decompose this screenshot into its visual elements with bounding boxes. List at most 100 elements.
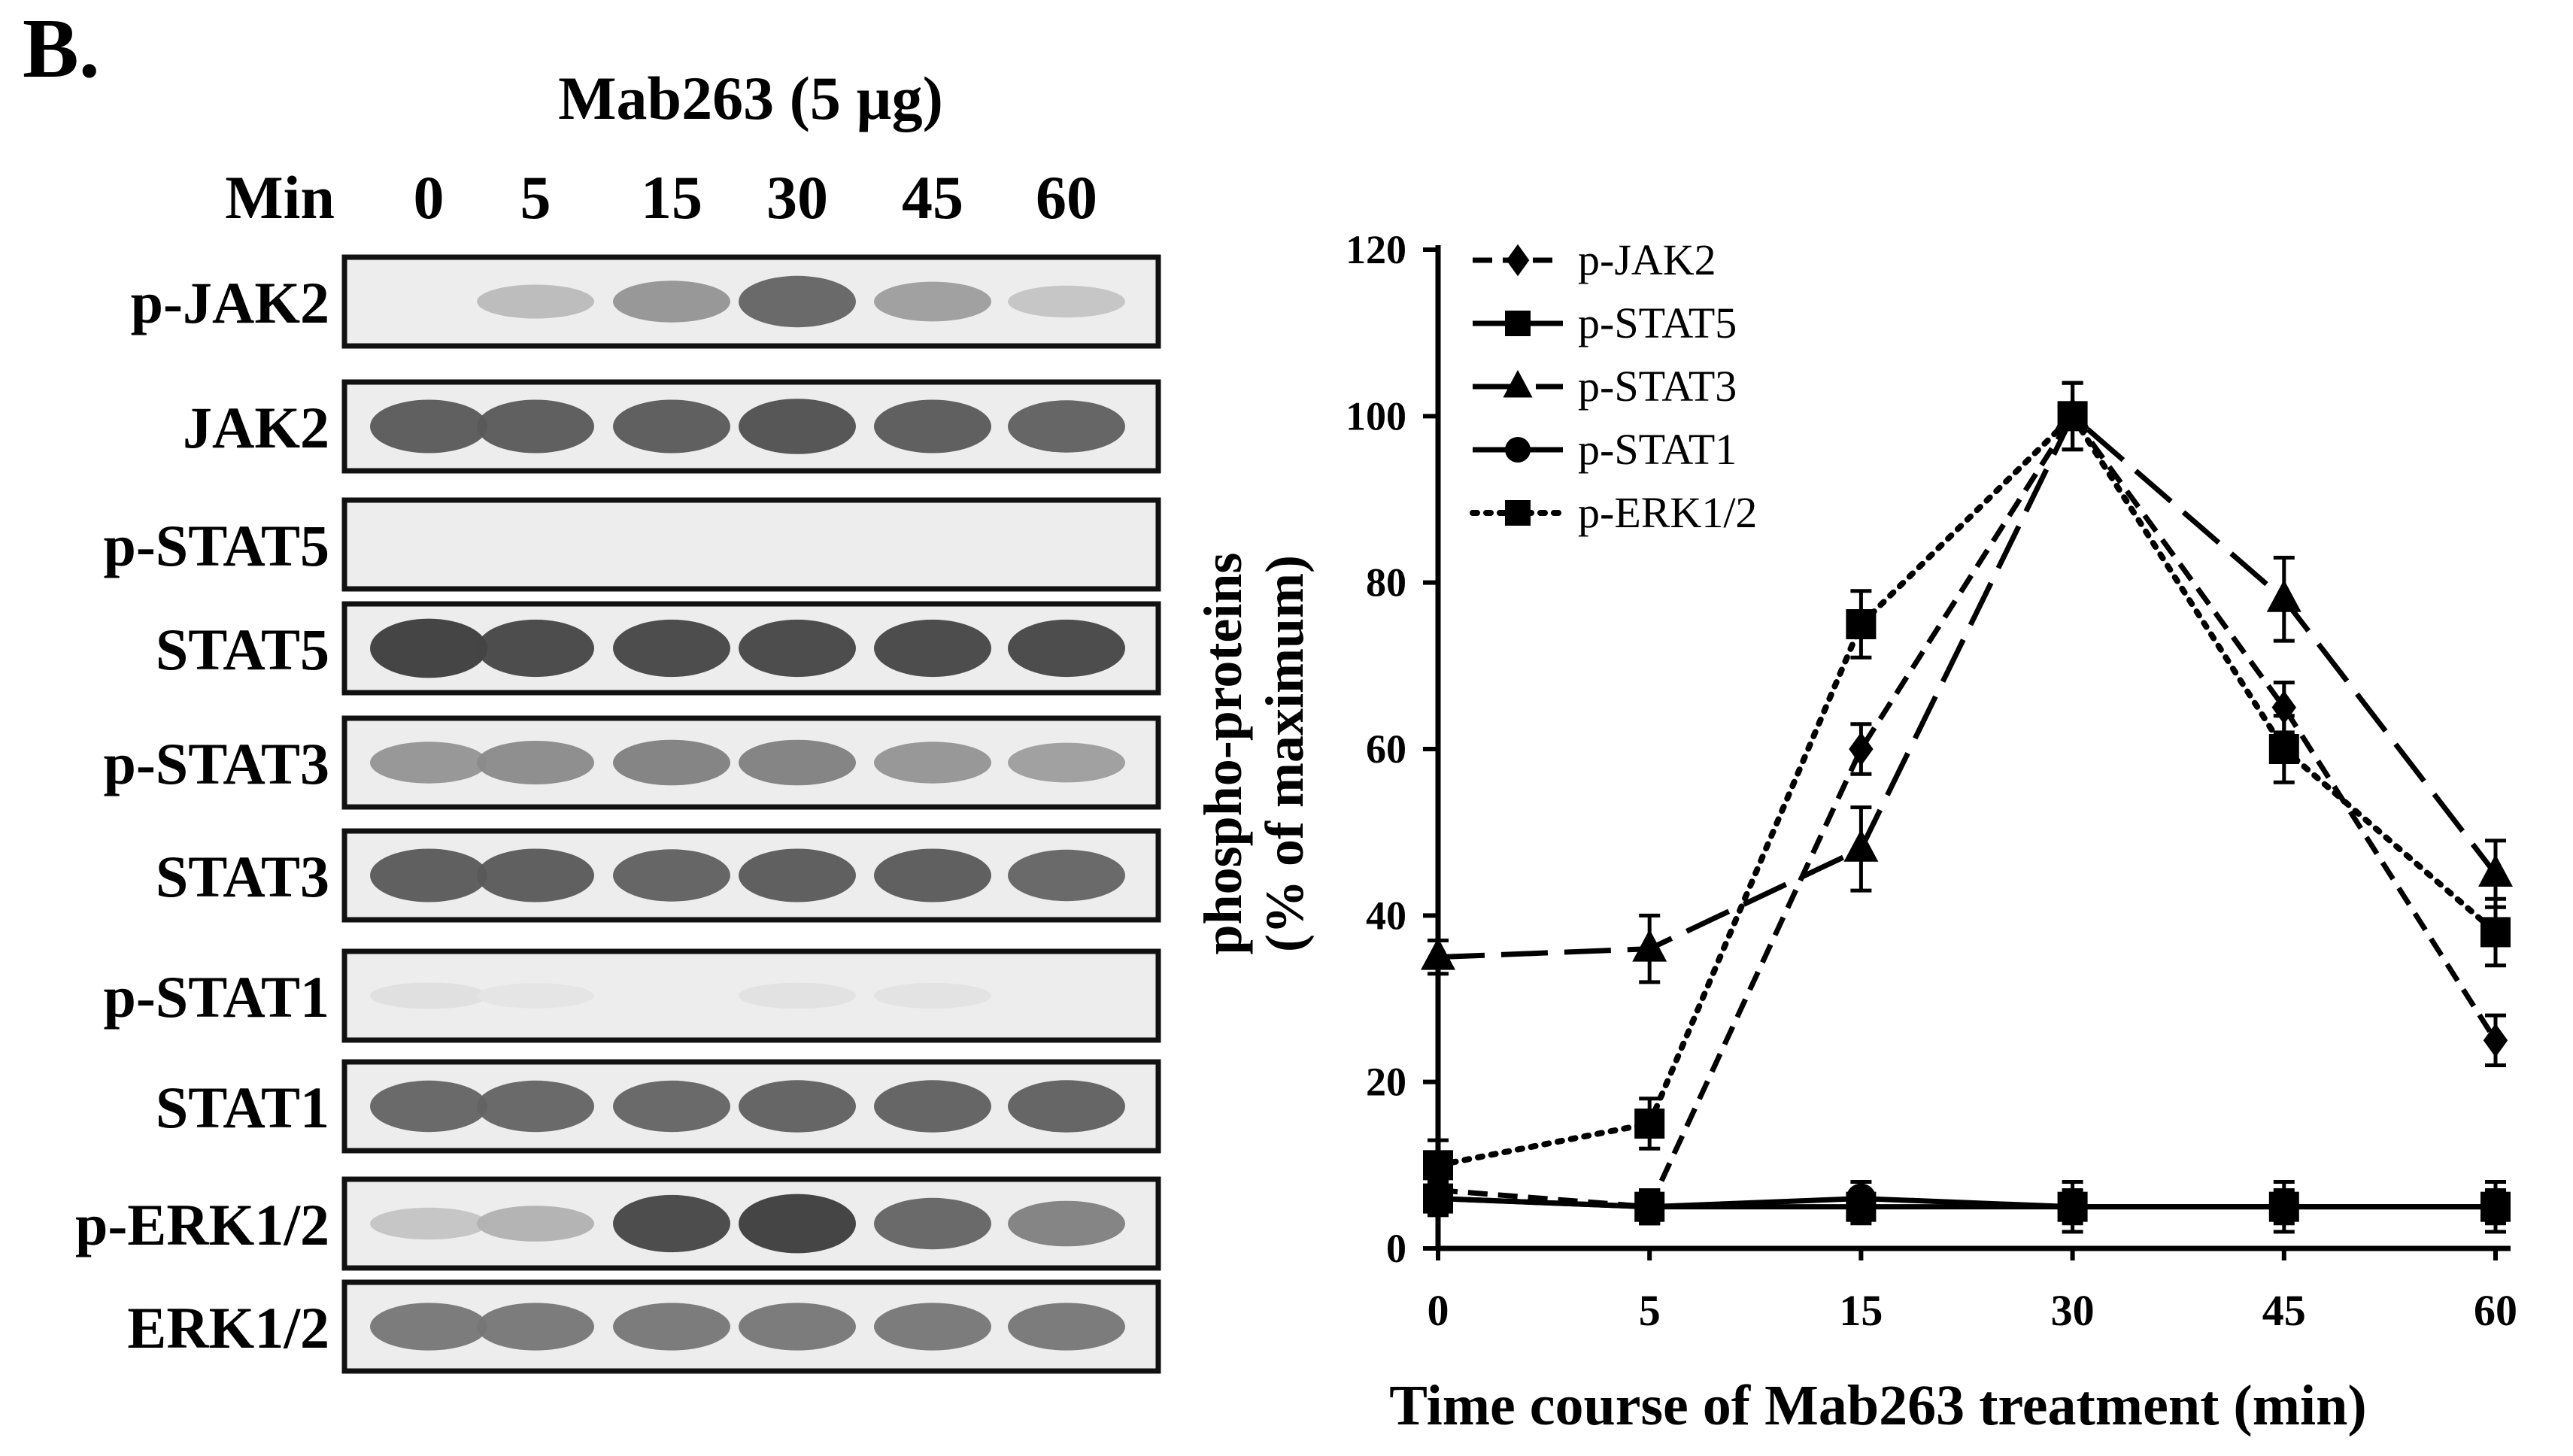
blot-band	[477, 848, 594, 902]
blot-band	[739, 1080, 856, 1133]
blot-band	[1008, 285, 1125, 318]
blot-row-p-stat5: p-STAT5	[103, 497, 1161, 592]
blot-band	[477, 1303, 594, 1351]
data-point-p-stat3	[2266, 579, 2301, 612]
data-point-p-erk1-2	[1846, 609, 1877, 639]
blot-row-label: p-STAT5	[103, 513, 329, 578]
blot-row-jak2: JAK2	[183, 379, 1161, 474]
legend-marker	[1505, 311, 1531, 336]
treatment-label: Mab263 (5 µg)	[558, 64, 943, 132]
blot-strip-border	[341, 254, 1161, 349]
blot-band	[477, 741, 594, 784]
series-line-p-jak2	[1437, 411, 2498, 1210]
panel-label: B.	[23, 2, 100, 96]
blot-band	[1008, 619, 1125, 678]
blot-row-label: p-JAK2	[131, 270, 329, 335]
blot-band	[370, 848, 487, 902]
blot-band	[739, 275, 856, 328]
blot-row-erk1-2: ERK1/2	[127, 1279, 1161, 1374]
legend-label: p-STAT3	[1578, 362, 1737, 411]
y-tick-label: 80	[1366, 560, 1406, 605]
blot-band	[613, 849, 730, 902]
blot-band	[874, 1197, 991, 1250]
blot-row-label: p-ERK1/2	[75, 1192, 329, 1257]
y-tick-label: 40	[1366, 893, 1406, 938]
series-line-p-erk1-2	[1435, 411, 2499, 1169]
x-axis: 0 5 15 30 45 60	[1428, 1245, 2517, 1335]
blot-row-label: STAT1	[156, 1075, 329, 1140]
blot-strip-border	[341, 379, 1161, 474]
blot-band	[739, 399, 856, 454]
blot-band	[477, 983, 594, 1009]
blot-strip-border	[341, 948, 1161, 1043]
data-point-p-erk1-2	[1423, 1150, 1453, 1181]
series-p-erk1-2	[1423, 381, 2511, 1193]
blot-band	[477, 619, 594, 678]
legend-marker	[1505, 437, 1531, 463]
blot-band	[370, 1207, 487, 1240]
data-point-p-stat3	[1421, 937, 1455, 970]
y-tick-label: 60	[1366, 726, 1406, 772]
time-label-60: 60	[1036, 163, 1097, 232]
blot-band	[874, 848, 991, 902]
data-point-p-stat1	[2268, 1191, 2299, 1222]
blot-band	[613, 1194, 730, 1253]
blot-band	[874, 399, 991, 453]
blot-band	[874, 742, 991, 784]
blot-row-label: p-STAT1	[103, 964, 329, 1030]
blot-band	[613, 739, 730, 786]
legend-label: p-STAT1	[1578, 425, 1737, 474]
series-layer	[1421, 381, 2513, 1234]
legend: p-JAK2 p-STAT5 p-STAT3 p-STAT1 p-ERK1/2	[1470, 235, 1757, 537]
blot-strip-border	[341, 1279, 1161, 1374]
blot-band	[613, 619, 730, 678]
data-point-p-stat1	[1634, 1191, 1665, 1222]
legend-marker	[1506, 244, 1530, 277]
data-point-p-stat1	[2057, 1191, 2088, 1222]
blot-band	[1008, 400, 1125, 453]
blot-row-label: STAT3	[156, 844, 329, 909]
legend-marker	[1505, 500, 1531, 526]
blot-band	[1008, 742, 1125, 783]
blot-strip-border	[341, 828, 1161, 923]
time-label-5: 5	[520, 163, 551, 232]
blot-time-labels: 0 5 15 30 45 60	[414, 163, 1098, 232]
x-axis-title: Time course of Mab263 treatment (min)	[1389, 1374, 2366, 1437]
blot-band	[1008, 1080, 1125, 1133]
blot-row-stat1: STAT1	[156, 1059, 1161, 1154]
blot-band	[370, 1080, 487, 1133]
data-point-p-jak2	[1849, 732, 1874, 766]
time-label-15: 15	[641, 163, 702, 232]
y-axis-label-line1: phospho-proteins	[1193, 553, 1253, 955]
y-tick-label: 20	[1366, 1060, 1406, 1105]
legend-item-p-erk1-2: p-ERK1/2	[1470, 488, 1757, 537]
western-blot: p-JAK2 JAK2 p-STAT5 STAT5 p-STAT3 STAT3 p-STAT…	[75, 254, 1161, 1374]
legend-marker	[1503, 369, 1533, 398]
blot-band	[613, 1080, 730, 1133]
blot-row-p-erk1-2: p-ERK1/2	[75, 1176, 1161, 1271]
blot-band	[613, 281, 730, 323]
blot-strip-border	[341, 1176, 1161, 1271]
blot-band	[613, 399, 730, 453]
blot-strip-border	[341, 715, 1161, 810]
blot-band	[370, 399, 487, 453]
time-axis-label: Min	[225, 163, 335, 232]
blot-band	[477, 1080, 594, 1133]
blot-band	[1008, 849, 1125, 902]
x-tick-label: 0	[1428, 1286, 1449, 1335]
y-tick-label: 100	[1346, 393, 1406, 438]
blot-band	[370, 982, 487, 1009]
x-tick-label: 60	[2474, 1286, 2517, 1335]
blot-row-p-jak2: p-JAK2	[131, 254, 1161, 349]
time-label-0: 0	[414, 163, 445, 232]
blot-band	[874, 1303, 991, 1351]
y-tick-label: 0	[1386, 1226, 1406, 1271]
blot-band	[874, 1080, 991, 1133]
data-point-p-erk1-2	[2480, 917, 2511, 948]
data-point-p-stat1	[1846, 1183, 1877, 1214]
time-label-45: 45	[902, 163, 963, 232]
blot-row-stat5: STAT5	[156, 601, 1161, 696]
x-tick-label: 5	[1639, 1286, 1661, 1335]
legend-item-p-stat3: p-STAT3	[1473, 362, 1737, 411]
time-label-30: 30	[766, 163, 828, 232]
